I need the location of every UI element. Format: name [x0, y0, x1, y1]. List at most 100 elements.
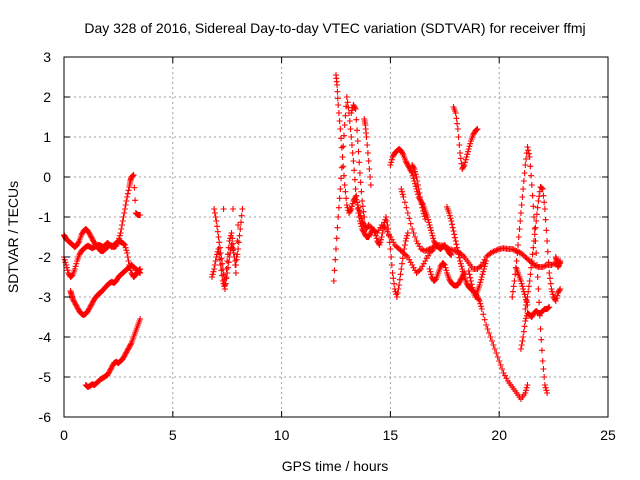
data-point	[334, 224, 341, 231]
data-point	[478, 274, 485, 280]
data-point	[493, 350, 500, 356]
data-point	[428, 230, 435, 236]
data-point	[538, 184, 545, 191]
data-point	[124, 250, 131, 256]
data-point	[512, 271, 519, 278]
data-point	[363, 134, 370, 140]
data-point	[117, 230, 124, 236]
data-point	[520, 286, 527, 292]
data-point	[208, 274, 215, 280]
data-point	[480, 266, 487, 272]
data-point	[338, 164, 345, 171]
y-tick-label: -3	[39, 289, 52, 305]
data-point	[441, 261, 448, 268]
data-point	[451, 234, 458, 241]
data-point	[215, 234, 222, 240]
data-point	[334, 82, 341, 88]
data-point	[343, 202, 350, 208]
data-point	[531, 238, 538, 244]
data-point	[403, 235, 410, 242]
data-point	[539, 358, 546, 364]
data-point	[404, 230, 411, 236]
data-point	[553, 295, 560, 302]
data-point	[385, 231, 392, 238]
y-tick-label: -4	[39, 329, 52, 345]
data-point	[478, 276, 485, 283]
data-point	[414, 182, 421, 188]
data-point	[219, 260, 226, 267]
y-tick-label: 0	[43, 169, 51, 185]
data-point	[130, 172, 137, 178]
data-point	[425, 252, 432, 259]
data-point	[400, 194, 407, 200]
data-point	[400, 250, 407, 256]
data-point	[346, 118, 353, 124]
data-point	[211, 262, 218, 268]
data-point	[480, 311, 487, 318]
data-point	[457, 260, 464, 267]
data-point	[484, 252, 491, 259]
x-tick-label: 0	[60, 427, 68, 443]
data-point	[228, 230, 235, 236]
data-point	[348, 142, 355, 148]
data-point	[350, 158, 357, 164]
data-point	[531, 214, 538, 220]
data-point	[401, 242, 408, 248]
data-point	[482, 260, 489, 267]
data-point	[426, 266, 433, 272]
data-point	[349, 150, 356, 156]
data-point	[460, 271, 467, 278]
data-point	[412, 168, 419, 175]
data-point	[398, 266, 405, 272]
x-tick-label: 25	[600, 427, 616, 443]
data-point	[427, 224, 434, 231]
data-point	[119, 218, 126, 224]
data-point	[367, 182, 374, 188]
data-point	[454, 126, 461, 132]
y-tick-label: 3	[43, 49, 51, 65]
data-point	[356, 170, 363, 176]
data-point	[123, 247, 130, 254]
data-point	[332, 256, 339, 263]
data-point	[538, 185, 545, 192]
data-point	[453, 115, 460, 122]
data-point	[123, 198, 130, 204]
data-point	[348, 206, 355, 212]
data-point	[546, 304, 553, 310]
data-point	[525, 283, 532, 290]
data-point	[217, 250, 224, 256]
data-point	[465, 146, 472, 152]
data-point	[414, 240, 421, 247]
data-point	[348, 107, 355, 114]
data-point	[388, 262, 395, 268]
data-point	[221, 283, 228, 290]
data-point	[531, 231, 538, 238]
data-point	[447, 251, 454, 258]
data-point	[352, 194, 359, 200]
data-point	[222, 282, 229, 288]
data-point	[213, 254, 220, 260]
data-point	[463, 154, 470, 160]
data-point	[546, 270, 553, 276]
data-point	[339, 154, 346, 160]
data-point	[549, 291, 556, 298]
data-point	[520, 252, 527, 259]
data-point	[336, 118, 343, 124]
series-arc-k	[409, 162, 429, 222]
series-arc-n	[426, 260, 468, 289]
data-point	[407, 220, 414, 227]
data-point	[450, 228, 457, 234]
data-point	[456, 142, 463, 148]
data-point	[520, 334, 527, 340]
data-point	[335, 214, 342, 220]
data-point	[351, 176, 358, 183]
series-arc-h2	[361, 116, 374, 188]
data-point	[393, 294, 400, 300]
data-point	[120, 214, 127, 220]
x-tick-label: 15	[383, 427, 399, 443]
data-point	[426, 222, 433, 228]
data-point	[238, 212, 245, 219]
data-point	[529, 251, 536, 258]
data-point	[466, 271, 473, 278]
series-arc-t	[552, 254, 564, 270]
